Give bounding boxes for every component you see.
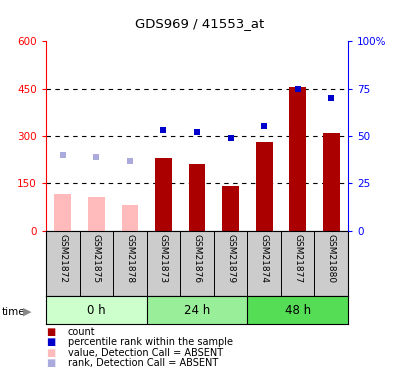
Text: ■: ■ — [46, 327, 55, 337]
Text: GSM21876: GSM21876 — [192, 234, 202, 283]
Text: GSM21878: GSM21878 — [125, 234, 134, 283]
Bar — [256, 142, 272, 231]
Bar — [222, 186, 239, 231]
Bar — [46, 296, 147, 324]
Text: GSM21875: GSM21875 — [92, 234, 101, 283]
Text: count: count — [68, 327, 96, 337]
Bar — [289, 87, 306, 231]
Bar — [247, 296, 348, 324]
Text: 48 h: 48 h — [285, 304, 311, 317]
Text: GSM21873: GSM21873 — [159, 234, 168, 283]
Text: rank, Detection Call = ABSENT: rank, Detection Call = ABSENT — [68, 358, 218, 368]
Bar — [189, 164, 205, 231]
Bar — [88, 196, 105, 231]
Text: GSM21877: GSM21877 — [293, 234, 302, 283]
Text: time: time — [2, 307, 26, 317]
Text: ■: ■ — [46, 358, 55, 368]
Bar — [54, 194, 71, 231]
Bar — [323, 133, 340, 231]
Text: percentile rank within the sample: percentile rank within the sample — [68, 338, 233, 347]
Bar — [122, 206, 138, 231]
Text: value, Detection Call = ABSENT: value, Detection Call = ABSENT — [68, 348, 223, 358]
Text: ▶: ▶ — [23, 307, 32, 317]
Text: ■: ■ — [46, 338, 55, 347]
Bar — [155, 158, 172, 231]
Text: GSM21872: GSM21872 — [58, 234, 67, 283]
Text: GDS969 / 41553_at: GDS969 / 41553_at — [135, 17, 265, 30]
Text: ■: ■ — [46, 348, 55, 358]
Text: GSM21880: GSM21880 — [327, 234, 336, 283]
Text: GSM21874: GSM21874 — [260, 234, 269, 283]
Text: 0 h: 0 h — [87, 304, 106, 317]
Text: GSM21879: GSM21879 — [226, 234, 235, 283]
Text: 24 h: 24 h — [184, 304, 210, 317]
Bar — [147, 296, 247, 324]
